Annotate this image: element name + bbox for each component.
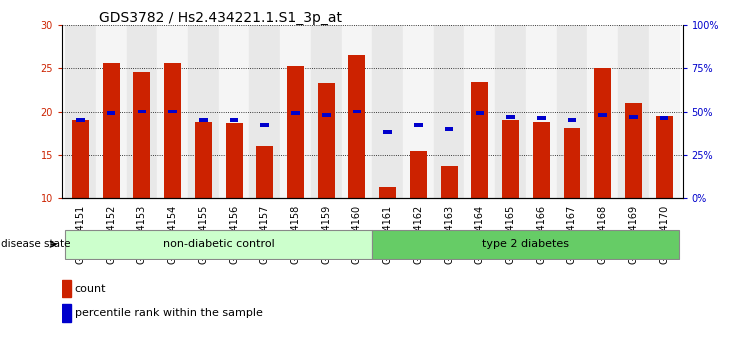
Bar bbox=[414, 124, 423, 127]
Bar bbox=[188, 25, 219, 198]
Bar bbox=[126, 25, 157, 198]
Bar bbox=[475, 111, 484, 115]
Bar bbox=[353, 109, 361, 114]
Bar bbox=[195, 122, 212, 198]
Bar bbox=[588, 25, 618, 198]
Bar bbox=[287, 67, 304, 198]
Text: count: count bbox=[75, 284, 107, 293]
FancyBboxPatch shape bbox=[372, 230, 680, 259]
Bar bbox=[134, 73, 150, 198]
Bar bbox=[311, 25, 342, 198]
Bar bbox=[72, 120, 89, 198]
Bar bbox=[502, 120, 519, 198]
Bar bbox=[464, 25, 495, 198]
Bar bbox=[138, 109, 146, 114]
Bar bbox=[403, 25, 434, 198]
Bar bbox=[594, 68, 611, 198]
Bar bbox=[434, 25, 464, 198]
Bar bbox=[256, 146, 273, 198]
Bar bbox=[618, 25, 649, 198]
Bar bbox=[445, 127, 453, 131]
Bar bbox=[660, 116, 669, 120]
Bar bbox=[107, 111, 115, 115]
Bar bbox=[379, 187, 396, 198]
Text: non-diabetic control: non-diabetic control bbox=[163, 239, 274, 249]
Bar bbox=[495, 25, 526, 198]
Bar bbox=[322, 113, 331, 117]
Bar bbox=[261, 124, 269, 127]
Bar bbox=[441, 166, 458, 198]
Bar bbox=[62, 304, 72, 322]
Bar bbox=[76, 118, 85, 122]
Bar bbox=[318, 83, 334, 198]
Bar bbox=[250, 25, 280, 198]
Bar bbox=[342, 25, 372, 198]
Text: disease state: disease state bbox=[1, 239, 71, 249]
Bar bbox=[96, 25, 126, 198]
Bar bbox=[280, 25, 311, 198]
Bar bbox=[372, 25, 403, 198]
Text: type 2 diabetes: type 2 diabetes bbox=[483, 239, 569, 249]
Bar bbox=[564, 128, 580, 198]
Text: percentile rank within the sample: percentile rank within the sample bbox=[75, 308, 263, 318]
Bar bbox=[199, 118, 207, 122]
Bar bbox=[226, 123, 242, 198]
Bar bbox=[526, 25, 556, 198]
Bar bbox=[556, 25, 588, 198]
Bar bbox=[348, 55, 366, 198]
Text: GDS3782 / Hs2.434221.1.S1_3p_at: GDS3782 / Hs2.434221.1.S1_3p_at bbox=[99, 11, 342, 25]
Bar bbox=[157, 25, 188, 198]
Bar bbox=[62, 280, 72, 297]
Bar bbox=[649, 25, 680, 198]
Bar bbox=[472, 82, 488, 198]
Bar bbox=[599, 113, 607, 117]
Bar bbox=[568, 118, 576, 122]
Bar bbox=[625, 103, 642, 198]
Bar bbox=[65, 25, 96, 198]
Bar bbox=[383, 130, 392, 134]
Bar bbox=[656, 116, 672, 198]
Bar bbox=[169, 109, 177, 114]
FancyBboxPatch shape bbox=[65, 230, 372, 259]
Bar bbox=[230, 118, 239, 122]
Bar bbox=[291, 111, 300, 115]
Bar bbox=[537, 116, 545, 120]
Bar bbox=[533, 122, 550, 198]
Bar bbox=[506, 115, 515, 119]
Bar bbox=[629, 115, 638, 119]
Bar bbox=[410, 150, 427, 198]
Bar bbox=[103, 63, 120, 198]
Bar bbox=[219, 25, 250, 198]
Bar bbox=[164, 63, 181, 198]
